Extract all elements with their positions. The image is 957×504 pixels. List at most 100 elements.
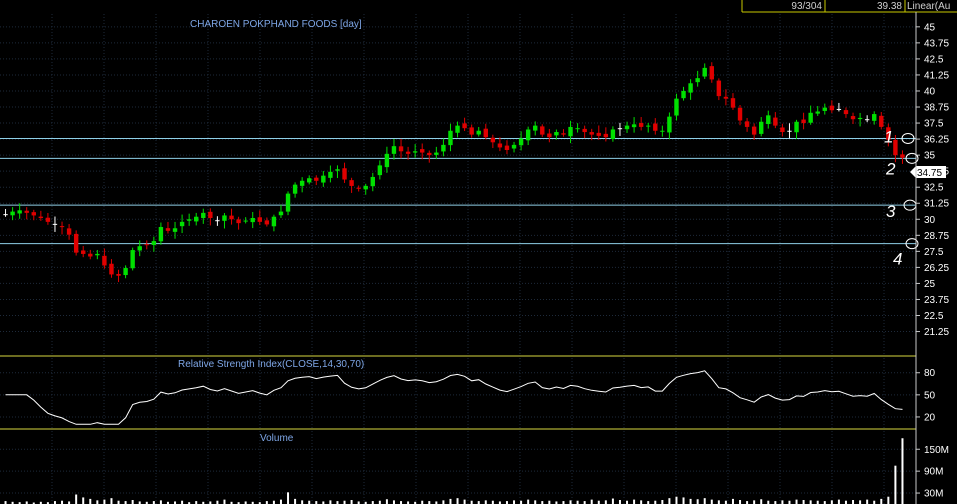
price-tick-label: 23.75 <box>924 295 949 306</box>
candle-body <box>836 108 842 110</box>
candle-body <box>314 177 319 181</box>
candle-body <box>158 226 164 242</box>
candle-body <box>547 133 552 138</box>
price-tick-label: 37.5 <box>924 119 944 130</box>
candle-body <box>321 175 326 183</box>
candle-body <box>222 215 227 221</box>
rsi-axis: 80 50 20 <box>916 368 936 423</box>
candle-body <box>66 228 72 235</box>
candle-body <box>900 154 905 158</box>
current-price-label: 34.75 <box>917 168 942 179</box>
candle-body <box>744 121 750 127</box>
candle-body <box>681 90 686 99</box>
handwritten-label: 4 <box>893 250 902 269</box>
candle-body <box>236 219 241 224</box>
candle-body <box>81 250 86 254</box>
candle-body <box>702 67 707 77</box>
candle-body <box>504 145 510 150</box>
candle-body <box>462 123 467 129</box>
candle-body <box>165 228 171 231</box>
candle-body <box>794 121 799 133</box>
candle-body <box>17 210 22 214</box>
candle-body <box>130 250 135 269</box>
candle-body <box>38 216 44 218</box>
candle-body <box>250 218 255 223</box>
candle-body <box>688 83 693 93</box>
current-price-tag: 34.75 <box>910 166 946 179</box>
candle-body <box>427 152 432 156</box>
volume-tick-label: 90M <box>924 467 943 478</box>
bar-count: 93/304 <box>791 1 822 12</box>
candle-body <box>540 126 545 135</box>
handwritten-label: 2 <box>885 159 896 178</box>
candle-body <box>257 217 262 222</box>
candle-body <box>568 126 573 137</box>
candle-body <box>45 217 51 222</box>
handwritten-label: 3 <box>886 202 896 221</box>
volume-title: Volume <box>260 433 294 444</box>
candle-body <box>575 128 580 130</box>
candles <box>3 62 905 283</box>
price-tick-label: 26.25 <box>924 263 949 274</box>
candle-body <box>405 151 411 154</box>
candle-body <box>441 144 446 152</box>
handwritten-annotations: 1 2 3 4 <box>884 127 919 269</box>
candle-body <box>638 123 644 127</box>
candle-body <box>73 233 79 253</box>
volume-tick-label: 150M <box>924 445 949 456</box>
price-tick-label: 30 <box>924 215 936 226</box>
candle-body <box>843 110 849 115</box>
candle-body <box>335 169 340 171</box>
candle-body <box>624 125 630 130</box>
price-panel: CHAROEN POKPHAND FOODS [day] 45 43.75 42.5… <box>0 14 949 504</box>
candle-body <box>420 149 425 153</box>
candle-body <box>307 178 312 183</box>
candle-body <box>102 255 107 266</box>
candle-body <box>292 184 298 194</box>
volume-tick-label: 30M <box>924 489 943 500</box>
scale-mode: Linear(Au <box>907 1 950 12</box>
handwritten-circle <box>905 238 919 250</box>
rsi-tick-label: 20 <box>924 412 936 423</box>
price-tick-label: 25 <box>924 279 936 290</box>
handwritten-circle <box>905 152 919 164</box>
candle-body <box>194 216 199 222</box>
candle-body <box>879 115 884 127</box>
candle-body <box>384 153 390 168</box>
candle-body <box>483 128 488 138</box>
candle-body <box>52 223 58 225</box>
candle-body <box>201 212 206 218</box>
candle-body <box>88 253 93 257</box>
candle-body <box>864 119 870 121</box>
candle-body <box>342 168 347 180</box>
candle-body <box>59 226 65 228</box>
last-value: 39.38 <box>877 1 902 12</box>
chart-title: CHAROEN POKPHAND FOODS [day] <box>190 19 362 30</box>
candle-body <box>116 273 121 276</box>
candle-body <box>490 137 496 143</box>
candle-body <box>476 130 481 135</box>
candle-body <box>822 107 827 111</box>
candle-body <box>737 107 743 121</box>
handwritten-label: 1 <box>884 127 893 146</box>
rsi-grid <box>0 372 916 418</box>
candle-body <box>151 241 157 245</box>
candle-body <box>723 96 729 99</box>
candle-body <box>299 180 305 186</box>
volume-axis: 150M 90M 30M <box>916 445 949 500</box>
candle-body <box>667 116 672 133</box>
candle-body <box>412 151 418 153</box>
candle-body <box>349 180 354 186</box>
candle-body <box>370 176 375 187</box>
candle-body <box>511 144 517 149</box>
price-tick-label: 31.25 <box>924 199 949 210</box>
price-tick-label: 43.75 <box>924 38 949 49</box>
rsi-tick-label: 50 <box>924 390 936 401</box>
candle-body <box>617 128 623 130</box>
rsi-title: Relative Strength Index(CLOSE,14,30,70) <box>178 359 364 370</box>
candle-body <box>31 212 36 216</box>
candle-body <box>709 66 714 80</box>
candle-body <box>596 132 601 136</box>
candle-body <box>144 244 149 246</box>
candle-body <box>356 187 361 189</box>
